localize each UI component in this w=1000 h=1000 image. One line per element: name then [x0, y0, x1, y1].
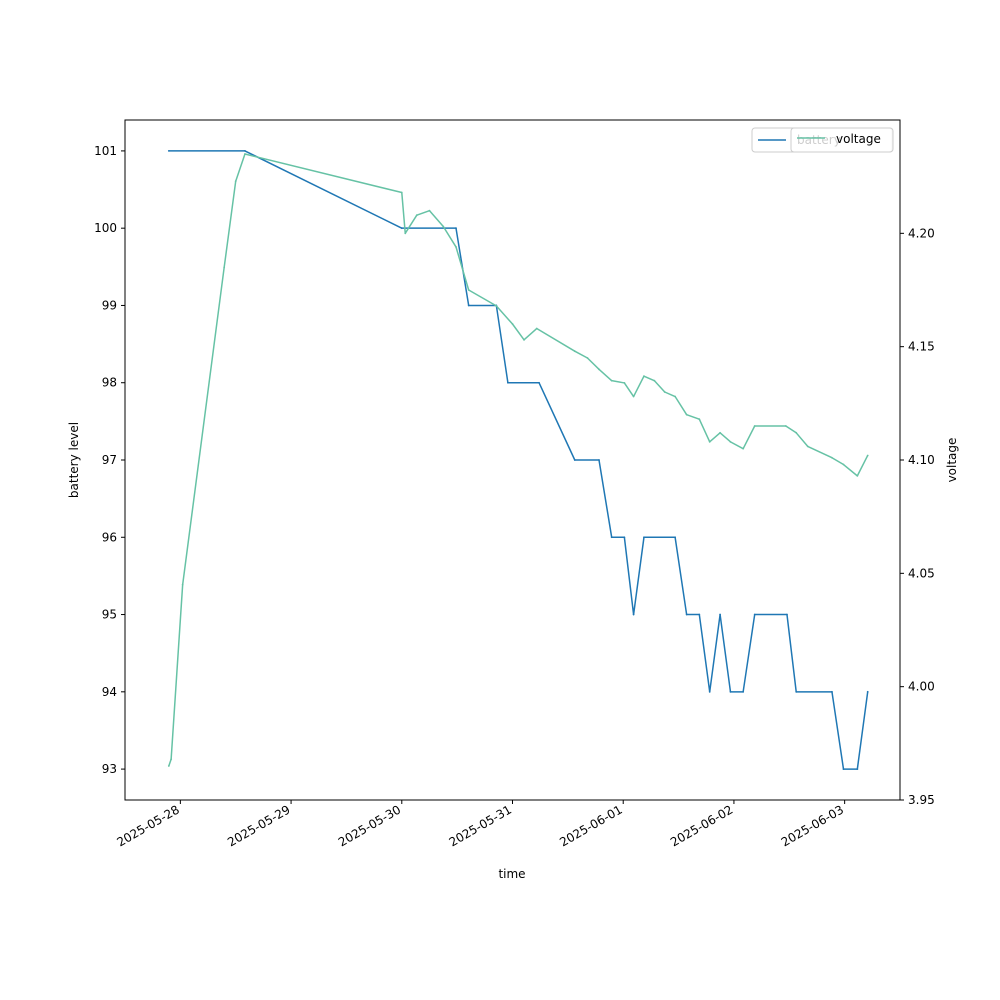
data-point-battery-20 — [742, 690, 745, 693]
data-point-battery-26 — [856, 768, 859, 770]
right-y-tick-label-1: 4.00 — [908, 680, 935, 694]
series-layer — [167, 150, 869, 770]
data-point-battery-11 — [623, 536, 626, 539]
data-point-voltage-32 — [742, 447, 745, 450]
data-point-battery-4 — [467, 304, 470, 307]
data-point-voltage-0 — [167, 765, 170, 767]
x-axis-label: time — [498, 867, 525, 881]
data-point-voltage-24 — [653, 379, 656, 382]
left-y-tick-label-2: 95 — [102, 608, 117, 622]
right-y-axis: 3.95 4.00 4.05 4.10 4.15 4.20 — [900, 226, 935, 807]
data-point-voltage-5 — [244, 153, 246, 155]
data-point-voltage-7 — [404, 232, 407, 235]
data-point-voltage-38 — [842, 463, 845, 466]
data-point-voltage-2 — [181, 583, 184, 586]
data-point-voltage-39 — [856, 474, 859, 477]
data-point-battery-9 — [598, 459, 600, 461]
right-y-tick-label-5: 4.20 — [908, 226, 935, 240]
legend-label-voltage: voltage — [836, 132, 881, 146]
data-point-voltage-29 — [708, 440, 711, 443]
right-y-tick-label-0: 3.95 — [908, 793, 935, 807]
data-point-battery-1 — [244, 150, 246, 152]
data-point-voltage-34 — [784, 425, 787, 427]
legend-box-voltage — [790, 127, 894, 153]
data-point-voltage-15 — [523, 338, 525, 341]
data-point-voltage-35 — [795, 431, 798, 434]
data-point-voltage-22 — [632, 395, 635, 398]
data-point-voltage-11 — [455, 246, 457, 248]
left-y-tick-label-0: 93 — [102, 762, 117, 776]
data-point-battery-2 — [400, 227, 403, 230]
data-point-battery-21 — [753, 613, 756, 616]
data-point-voltage-12 — [467, 289, 470, 291]
data-point-voltage-10 — [442, 225, 445, 228]
left-y-tick-label-3: 96 — [102, 530, 117, 544]
right-y-tick-label-3: 4.10 — [908, 453, 935, 467]
data-point-battery-3 — [455, 227, 457, 230]
left-y-tick-label-8: 101 — [94, 144, 117, 158]
data-point-voltage-36 — [806, 445, 809, 448]
data-point-battery-23 — [795, 690, 798, 693]
data-point-voltage-26 — [674, 395, 677, 398]
data-point-voltage-9 — [428, 209, 431, 212]
right-y-axis-label: voltage — [945, 438, 959, 483]
data-point-voltage-4 — [234, 180, 237, 183]
data-point-voltage-16 — [535, 327, 538, 330]
right-y-tick-label-4: 4.15 — [908, 340, 935, 354]
data-point-voltage-27 — [685, 413, 688, 416]
data-point-battery-6 — [506, 381, 509, 384]
data-point-voltage-40 — [866, 454, 869, 457]
data-point-voltage-21 — [623, 382, 626, 384]
data-point-battery-25 — [842, 768, 845, 770]
data-point-voltage-14 — [511, 323, 514, 325]
data-point-battery-12 — [632, 613, 635, 616]
data-point-voltage-19 — [598, 368, 600, 371]
data-point-battery-16 — [698, 613, 701, 616]
data-point-voltage-37 — [831, 456, 833, 459]
left-y-tick-label-7: 100 — [94, 221, 117, 235]
data-point-battery-14 — [674, 536, 677, 539]
data-point-voltage-33 — [753, 425, 756, 427]
data-point-voltage-23 — [643, 375, 645, 378]
data-point-battery-24 — [831, 690, 833, 693]
data-point-voltage-3 — [223, 266, 226, 269]
data-point-battery-18 — [719, 613, 721, 616]
data-point-voltage-28 — [698, 418, 701, 421]
left-y-axis-label: battery level — [67, 422, 81, 498]
data-point-battery-27 — [866, 690, 869, 693]
data-point-voltage-20 — [610, 379, 613, 382]
data-point-voltage-8 — [415, 214, 418, 217]
data-point-voltage-25 — [663, 391, 666, 393]
left-y-tick-label-4: 97 — [102, 453, 117, 467]
legend-voltage: voltage — [790, 127, 894, 153]
data-point-battery-7 — [538, 381, 540, 384]
right-y-tick-label-2: 4.05 — [908, 566, 935, 580]
data-point-voltage-13 — [495, 304, 498, 307]
data-point-voltage-30 — [719, 431, 721, 434]
series-line-battery — [168, 150, 869, 770]
left-y-axis: 93 94 95 96 97 98 99 100 101 — [94, 144, 125, 776]
left-y-tick-label-5: 98 — [102, 376, 117, 390]
data-point-battery-19 — [729, 690, 732, 693]
data-point-voltage-18 — [586, 357, 589, 359]
data-point-battery-0 — [167, 150, 170, 152]
data-point-battery-10 — [610, 536, 613, 539]
left-y-tick-label-6: 99 — [102, 298, 117, 312]
data-point-voltage-31 — [729, 440, 732, 443]
data-point-voltage-1 — [170, 758, 173, 761]
data-point-voltage-6 — [400, 191, 403, 194]
data-point-battery-15 — [685, 613, 688, 616]
data-point-battery-13 — [643, 536, 645, 539]
data-point-battery-22 — [786, 613, 788, 616]
data-point-voltage-17 — [573, 350, 576, 353]
data-point-battery-8 — [573, 459, 576, 461]
left-y-tick-label-1: 94 — [102, 685, 117, 699]
data-point-battery-17 — [708, 690, 711, 693]
